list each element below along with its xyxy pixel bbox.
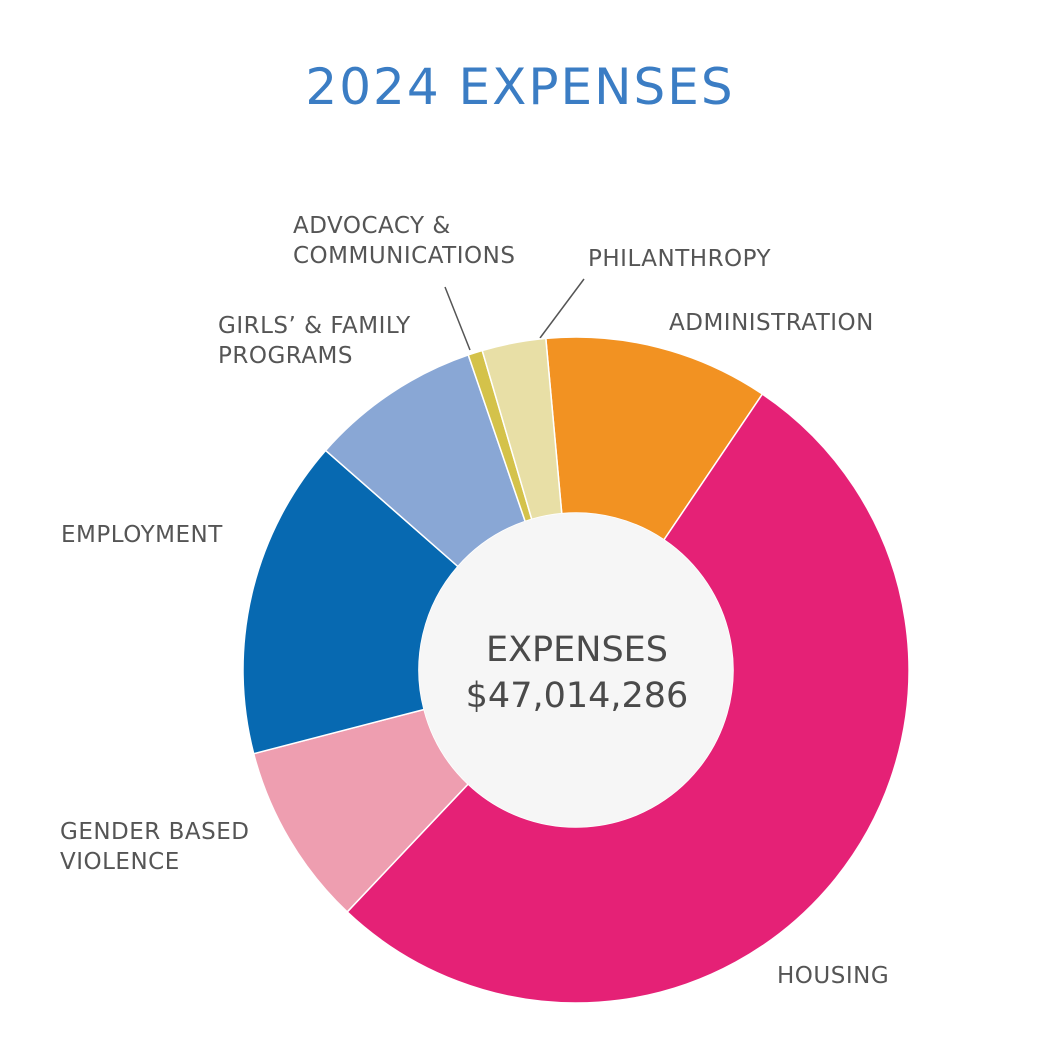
leader-line: [539, 278, 585, 339]
slice-label: GIRLS’ & FAMILY PROGRAMS: [218, 313, 411, 369]
donut-hole: [419, 513, 733, 827]
slice-label: PHILANTHROPY: [588, 246, 772, 272]
slice-label: ADMINISTRATION: [669, 310, 874, 336]
slice-label: EMPLOYMENT: [61, 522, 223, 548]
slice-label: HOUSING: [777, 963, 890, 989]
slice-label: GENDER BASED VIOLENCE: [60, 819, 250, 875]
center-total: $47,014,286: [465, 676, 689, 716]
slice-label: ADVOCACY & COMMUNICATIONS: [293, 213, 516, 269]
leader-line: [444, 286, 471, 351]
chart-title: 2024 EXPENSES: [305, 58, 735, 116]
center-title: EXPENSES: [485, 630, 669, 670]
